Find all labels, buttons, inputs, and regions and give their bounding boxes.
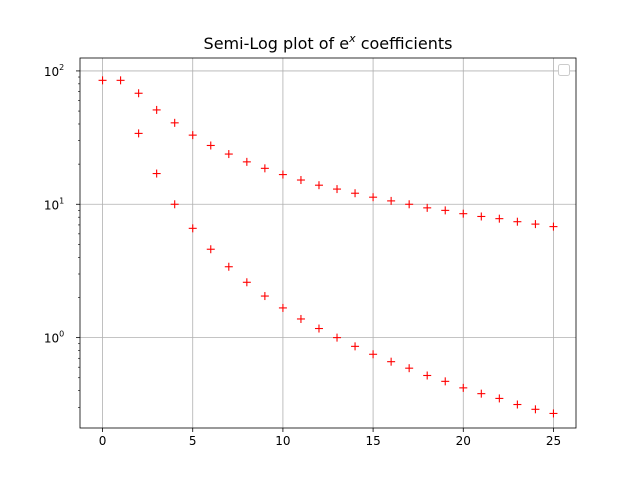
- x-tick-label: 15: [365, 434, 380, 448]
- data-point: [206, 141, 215, 150]
- data-point: [224, 262, 233, 271]
- data-point: [369, 193, 378, 202]
- data-point: [242, 157, 251, 166]
- data-point: [134, 129, 143, 138]
- data-point: [513, 217, 522, 226]
- data-point: [351, 189, 360, 198]
- data-point: [278, 303, 287, 312]
- data-point: [531, 405, 540, 414]
- chart-title: Semi-Log plot of ex coefficients: [204, 32, 453, 53]
- data-point: [260, 164, 269, 173]
- data-point: [152, 169, 161, 178]
- data-point: [296, 314, 305, 323]
- data-point: [531, 220, 540, 229]
- data-point: [459, 383, 468, 392]
- y-tick-label: 101: [44, 196, 64, 212]
- data-point: [351, 342, 360, 351]
- data-point: [549, 409, 558, 418]
- data-point: [333, 185, 342, 194]
- legend-box: [558, 64, 570, 76]
- data-point: [224, 150, 233, 159]
- data-point: [387, 357, 396, 366]
- data-point: [477, 212, 486, 221]
- data-point: [188, 131, 197, 140]
- data-point: [495, 214, 504, 223]
- x-tick-label: 10: [275, 434, 290, 448]
- data-point: [242, 278, 251, 287]
- data-point: [314, 324, 323, 333]
- data-point: [513, 400, 522, 409]
- data-point: [170, 118, 179, 127]
- data-point: [314, 181, 323, 190]
- data-point: [405, 200, 414, 209]
- plot-frame: [79, 57, 577, 429]
- x-tick-label: 0: [99, 434, 107, 448]
- grid: [80, 58, 576, 428]
- data-point: [441, 206, 450, 215]
- data-point: [98, 76, 107, 85]
- x-tick-label: 5: [189, 434, 197, 448]
- data-point: [423, 203, 432, 212]
- data-point: [152, 105, 161, 114]
- data-point: [549, 222, 558, 231]
- data-point: [459, 209, 468, 218]
- data-point: [116, 76, 125, 85]
- data-point: [441, 377, 450, 386]
- data-point: [260, 292, 269, 301]
- data-point: [387, 196, 396, 205]
- data-point: [477, 389, 486, 398]
- data-point: [296, 176, 305, 185]
- data-point: [206, 245, 215, 254]
- data-point: [405, 364, 414, 373]
- data-point: [278, 170, 287, 179]
- data-point: [134, 89, 143, 98]
- axis-ticks: 0 5 10 15 20 25 100 101 102: [44, 63, 561, 448]
- y-tick-label: 102: [44, 63, 64, 79]
- data-point: [369, 350, 378, 359]
- data-point: [170, 200, 179, 209]
- data-point: [333, 333, 342, 342]
- data-point: [423, 371, 432, 380]
- y-tick-label: 100: [44, 330, 64, 346]
- data-point: [188, 224, 197, 233]
- data-points: [98, 76, 558, 418]
- x-tick-label: 25: [546, 434, 561, 448]
- data-point: [495, 394, 504, 403]
- x-tick-label: 20: [456, 434, 471, 448]
